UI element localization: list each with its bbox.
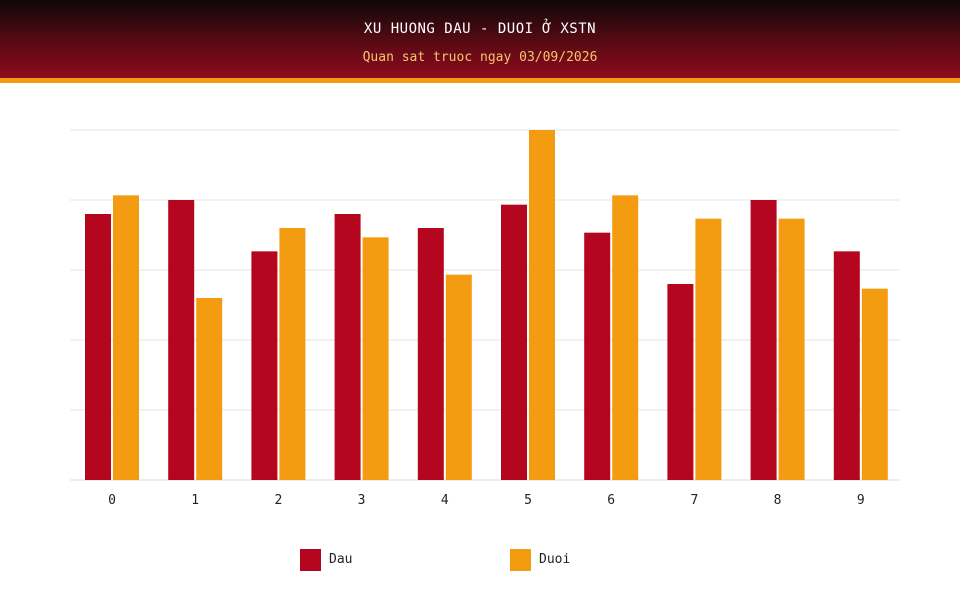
- bar-duoi-9[interactable]: [861, 288, 888, 480]
- x-tick-label: 3: [358, 493, 366, 508]
- chart-subtitle: Quan sat truoc ngay 03/09/2026: [362, 50, 598, 65]
- bar-dau-6[interactable]: [584, 232, 611, 480]
- bar-duoi-8[interactable]: [778, 218, 805, 480]
- bar-dau-9[interactable]: [833, 251, 860, 480]
- legend-label-dau: Dau: [329, 552, 353, 567]
- bar-duoi-2[interactable]: [279, 228, 306, 480]
- bar-dau-8[interactable]: [750, 200, 777, 480]
- bar-dau-4[interactable]: [417, 228, 444, 480]
- bar-duoi-1[interactable]: [196, 298, 223, 480]
- x-tick-label: 1: [191, 493, 199, 508]
- x-tick-label: 0: [108, 493, 116, 508]
- bar-dau-0[interactable]: [85, 214, 111, 480]
- legend-label-duoi: Duoi: [539, 552, 571, 567]
- x-tick-label: 8: [774, 493, 782, 508]
- x-tick-label: 9: [857, 493, 865, 508]
- header-banner: [0, 0, 960, 78]
- legend-swatch-duoi: [510, 549, 531, 571]
- chart-legend: Dau Duoi: [0, 549, 960, 573]
- bar-dau-1[interactable]: [168, 200, 195, 480]
- bar-dau-3[interactable]: [334, 214, 361, 480]
- chart-title: XU HUONG DAU - DUOI Ở XSTN: [363, 21, 597, 37]
- bar-duoi-6[interactable]: [612, 195, 639, 481]
- x-tick-label: 7: [690, 493, 698, 508]
- x-tick-label: 6: [607, 493, 615, 508]
- header-accent-bar: [0, 78, 960, 83]
- bar-dau-7[interactable]: [667, 284, 694, 480]
- bar-dau-5[interactable]: [501, 204, 527, 480]
- x-tick-label: 2: [274, 493, 282, 508]
- bar-duoi-3[interactable]: [362, 237, 389, 480]
- x-tick-label: 4: [441, 493, 449, 508]
- x-tick-label: 5: [524, 493, 532, 508]
- legend-swatch-dau: [300, 549, 321, 571]
- bar-dau-2[interactable]: [251, 251, 278, 480]
- bar-duoi-0[interactable]: [113, 195, 139, 481]
- bar-duoi-7[interactable]: [695, 218, 722, 480]
- bar-duoi-5[interactable]: [529, 130, 555, 480]
- bar-duoi-4[interactable]: [445, 274, 472, 480]
